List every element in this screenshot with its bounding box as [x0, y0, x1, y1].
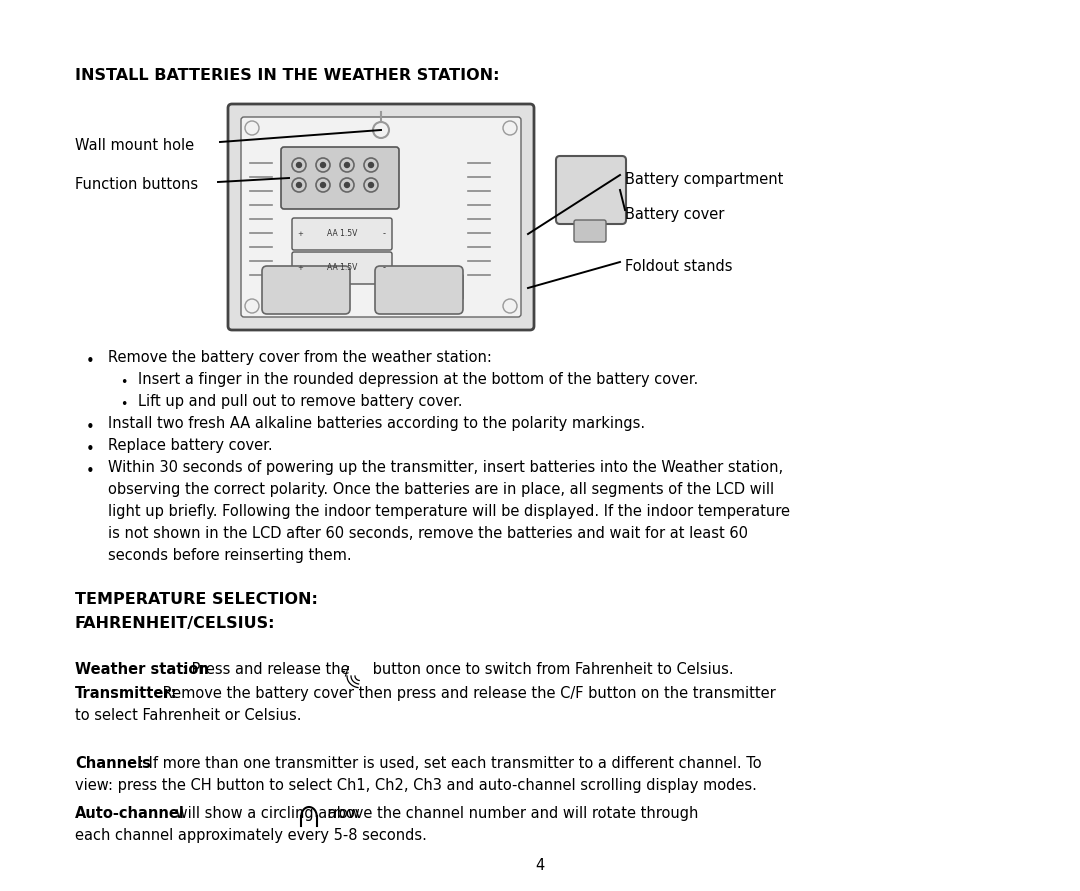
Text: will show a circling arrow: will show a circling arrow	[171, 806, 364, 821]
Text: •: •	[120, 398, 127, 411]
Text: Transmitter:: Transmitter:	[75, 686, 177, 701]
FancyBboxPatch shape	[573, 220, 606, 242]
FancyBboxPatch shape	[241, 117, 521, 317]
Text: Remove the battery cover from the weather station:: Remove the battery cover from the weathe…	[108, 350, 491, 365]
Circle shape	[345, 162, 350, 168]
Circle shape	[368, 162, 374, 168]
Circle shape	[321, 183, 325, 187]
Text: INSTALL BATTERIES IN THE WEATHER STATION:: INSTALL BATTERIES IN THE WEATHER STATION…	[75, 68, 499, 83]
Text: : If more than one transmitter is used, set each transmitter to a different chan: : If more than one transmitter is used, …	[139, 756, 761, 771]
Text: Replace battery cover.: Replace battery cover.	[108, 438, 272, 453]
Text: Remove the battery cover then press and release the C/F button on the transmitte: Remove the battery cover then press and …	[158, 686, 775, 701]
Circle shape	[321, 162, 325, 168]
Text: Auto-channel: Auto-channel	[75, 806, 185, 821]
Text: •: •	[120, 376, 127, 389]
Text: each channel approximately every 5-8 seconds.: each channel approximately every 5-8 sec…	[75, 828, 427, 843]
Text: Battery cover: Battery cover	[625, 207, 725, 222]
Text: +: +	[297, 231, 302, 237]
Text: observing the correct polarity. Once the batteries are in place, all segments of: observing the correct polarity. Once the…	[108, 482, 774, 497]
Text: •: •	[85, 464, 94, 479]
Text: to select Fahrenheit or Celsius.: to select Fahrenheit or Celsius.	[75, 708, 301, 723]
Text: •: •	[85, 420, 94, 435]
Text: Weather station: Weather station	[75, 662, 208, 677]
Text: Foldout stands: Foldout stands	[625, 259, 732, 274]
Circle shape	[345, 183, 350, 187]
Circle shape	[297, 162, 301, 168]
Text: -: -	[382, 264, 386, 273]
Text: is not shown in the LCD after 60 seconds, remove the batteries and wait for at l: is not shown in the LCD after 60 seconds…	[108, 526, 748, 541]
Text: •: •	[85, 354, 94, 369]
Text: Within 30 seconds of powering up the transmitter, insert batteries into the Weat: Within 30 seconds of powering up the tra…	[108, 460, 783, 475]
Text: +: +	[297, 265, 302, 271]
FancyBboxPatch shape	[281, 147, 399, 209]
Text: seconds before reinserting them.: seconds before reinserting them.	[108, 548, 352, 563]
Text: Function buttons: Function buttons	[75, 177, 198, 192]
FancyBboxPatch shape	[556, 156, 626, 224]
Text: Battery compartment: Battery compartment	[625, 172, 783, 187]
Text: AA 1.5V: AA 1.5V	[327, 264, 357, 273]
FancyBboxPatch shape	[228, 104, 534, 330]
Text: view: press the CH button to select Ch1, Ch2, Ch3 and auto-channel scrolling dis: view: press the CH button to select Ch1,…	[75, 778, 757, 793]
FancyBboxPatch shape	[292, 218, 392, 250]
Text: TEMPERATURE SELECTION:: TEMPERATURE SELECTION:	[75, 592, 318, 607]
Text: -: -	[382, 230, 386, 239]
FancyBboxPatch shape	[262, 266, 350, 314]
Text: AA 1.5V: AA 1.5V	[327, 230, 357, 239]
Text: button once to switch from Fahrenheit to Celsius.: button once to switch from Fahrenheit to…	[368, 662, 733, 677]
Text: -/: -/	[340, 664, 349, 677]
FancyBboxPatch shape	[375, 266, 463, 314]
Text: Wall mount hole: Wall mount hole	[75, 138, 194, 153]
Circle shape	[368, 183, 374, 187]
Text: Insert a finger in the rounded depression at the bottom of the battery cover.: Insert a finger in the rounded depressio…	[138, 372, 699, 387]
Text: 4: 4	[536, 858, 544, 873]
Text: •: •	[85, 442, 94, 457]
Text: light up briefly. Following the indoor temperature will be displayed. If the ind: light up briefly. Following the indoor t…	[108, 504, 789, 519]
Circle shape	[297, 183, 301, 187]
Text: : Press and release the: : Press and release the	[183, 662, 350, 677]
Text: Channels: Channels	[75, 756, 151, 771]
Text: above the channel number and will rotate through: above the channel number and will rotate…	[323, 806, 699, 821]
Text: FAHRENHEIT/CELSIUS:: FAHRENHEIT/CELSIUS:	[75, 616, 275, 631]
FancyBboxPatch shape	[431, 274, 463, 300]
Text: Lift up and pull out to remove battery cover.: Lift up and pull out to remove battery c…	[138, 394, 462, 409]
Text: Install two fresh AA alkaline batteries according to the polarity markings.: Install two fresh AA alkaline batteries …	[108, 416, 645, 431]
FancyBboxPatch shape	[292, 252, 392, 284]
